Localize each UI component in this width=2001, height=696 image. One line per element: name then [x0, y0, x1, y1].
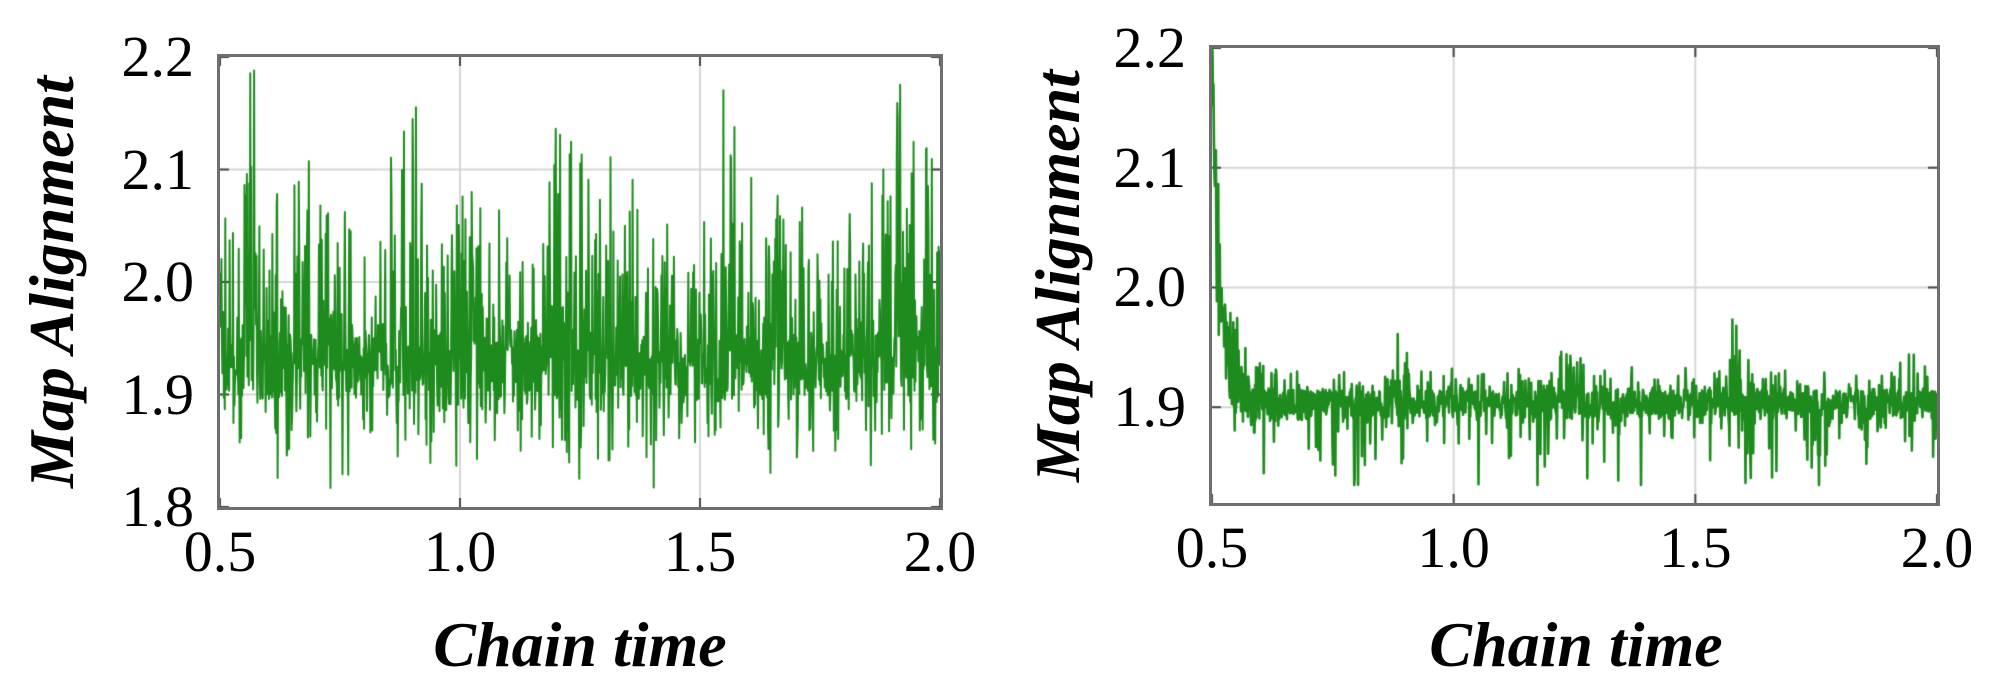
x-tick-label: 0.5 [183, 519, 257, 584]
y-tick-label: 2.2 [1113, 15, 1187, 80]
x-tick-label: 1.0 [423, 519, 497, 584]
y-tick-label: 1.8 [121, 474, 195, 539]
y-tick-label: 2.0 [1113, 254, 1187, 320]
y-axis-label: Map Alignment [1022, 70, 1093, 482]
x-tick-label: 1.5 [1659, 515, 1732, 580]
y-tick-label: 1.9 [121, 361, 195, 427]
x-axis-label: Chain time [1429, 609, 1723, 680]
y-tick-label: 2.1 [1113, 134, 1187, 200]
x-tick-label: 2.0 [903, 519, 977, 584]
trace-plot-canvas [1212, 48, 1937, 503]
x-tick-label: 0.5 [1175, 515, 1249, 580]
plot-frame [217, 54, 943, 510]
plot-frame [1209, 45, 1940, 506]
y-tick-label: 2.0 [121, 249, 195, 314]
y-axis-label: Map Alignment [16, 76, 87, 488]
x-tick-label: 1.0 [1417, 515, 1490, 580]
x-tick-label: 2.0 [1900, 515, 1974, 580]
y-tick-label: 2.2 [121, 24, 195, 89]
y-tick-label: 1.9 [1113, 374, 1187, 440]
x-tick-label: 1.5 [663, 519, 737, 584]
trace-plot-canvas [220, 57, 940, 507]
y-tick-label: 2.1 [121, 136, 195, 202]
x-axis-label: Chain time [433, 609, 727, 680]
